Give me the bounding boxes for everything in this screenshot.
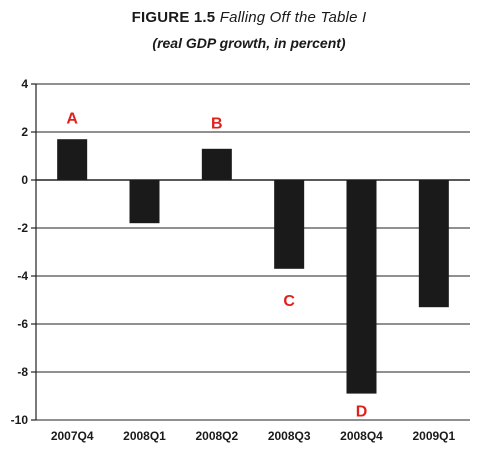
grid-layer: [36, 83, 470, 421]
x-tick-labels: 2007Q4 2008Q1 2008Q2 2008Q3 2008Q4 2009Q1: [51, 429, 456, 443]
axis-layer: [31, 83, 37, 421]
figure-title-text: Falling Off the Table I: [219, 9, 367, 26]
y-tick-label: -8: [17, 365, 28, 379]
bar-2008q1: [129, 180, 160, 224]
x-tick-label: 2009Q1: [412, 429, 455, 443]
annotation-label-a: A: [66, 111, 78, 128]
y-tick-labels: 4 2 0 -2 -4 -6 -8 -10: [11, 77, 29, 427]
y-tick-label: 4: [21, 77, 28, 91]
y-tick-label: -2: [17, 221, 28, 235]
x-tick-label: 2007Q4: [51, 429, 94, 443]
y-tick-label: -6: [17, 317, 28, 331]
annotation-label-c: C: [283, 293, 295, 310]
x-tick-label: 2008Q3: [268, 429, 311, 443]
bar-2007q4: [57, 139, 88, 180]
bar-2008q2: [201, 148, 232, 180]
bar-2008q3: [274, 180, 305, 269]
annotation-label-b: B: [211, 115, 223, 132]
bar-2009q1: [418, 180, 449, 308]
y-tick-label: 0: [21, 173, 28, 187]
title-block: FIGURE 1.5 Falling Off the Table I (real…: [0, 8, 498, 52]
annotation-layer: A B C D: [66, 111, 367, 421]
bar-2008q4: [346, 180, 377, 394]
bar-layer: [57, 139, 449, 394]
chart-title: FIGURE 1.5 Falling Off the Table I: [0, 8, 498, 28]
y-tick-label: -4: [17, 269, 28, 283]
chart-subtitle: (real GDP growth, in percent): [152, 35, 346, 51]
x-tick-label: 2008Q4: [340, 429, 383, 443]
x-tick-label: 2008Q1: [123, 429, 166, 443]
x-tick-label: 2008Q2: [195, 429, 238, 443]
y-tick-label: -10: [11, 413, 29, 427]
figure-label: FIGURE 1.5: [131, 9, 216, 26]
y-tick-label: 2: [21, 125, 28, 139]
annotation-label-d: D: [356, 403, 368, 420]
